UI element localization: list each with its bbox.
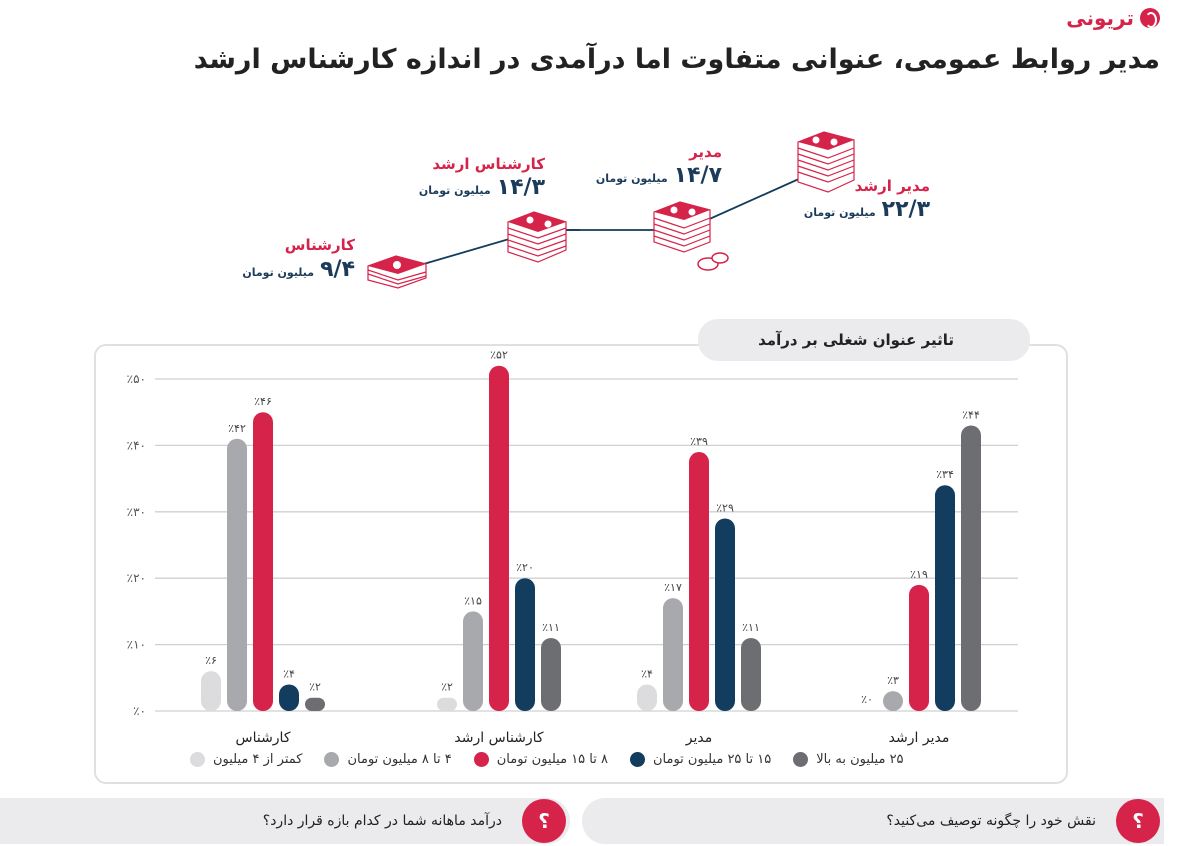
brand-name: تریونی — [1066, 6, 1134, 30]
logo-icon — [1140, 8, 1160, 28]
legend-item: ۲۵ میلیون به بالا — [793, 752, 904, 767]
y-tick-label: ٪۴۰ — [127, 438, 146, 452]
data-label: ٪۴ — [283, 667, 295, 680]
level-amount: ۱۴/۳ — [496, 175, 545, 200]
level-unit: میلیون تومان — [595, 172, 668, 185]
question-mark-icon: ؟ — [522, 799, 566, 843]
category-label: مدیر ارشد — [889, 730, 950, 746]
bar — [909, 584, 929, 711]
question-role-text: نقش خود را چگونه توصیف می‌کنید؟ — [886, 813, 1096, 829]
bar — [305, 697, 325, 711]
data-label: ٪۲۰ — [516, 561, 534, 574]
legend-item: ۸ تا ۱۵ میلیون تومان — [473, 752, 608, 767]
data-label: ٪۲ — [441, 681, 453, 694]
bar — [883, 691, 903, 711]
y-tick-label: ٪۲۰ — [127, 571, 146, 585]
data-label: ٪۰ — [861, 693, 873, 706]
data-label: ٪۱۵ — [464, 594, 482, 607]
data-label: ٪۳ — [887, 674, 899, 687]
data-label: ٪۱۱ — [542, 621, 560, 634]
level-value-3: ۱۴/۷ میلیون تومان — [596, 163, 722, 188]
category-label: مدیر — [685, 730, 712, 746]
bar — [201, 671, 221, 711]
level-amount: ۱۴/۷ — [673, 163, 722, 188]
level-name-1: کارشناس — [284, 236, 355, 254]
bar — [715, 518, 735, 711]
legend-item: کمتر از ۴ میلیون — [190, 752, 302, 767]
money-stack-icon — [653, 201, 729, 271]
legend-label: ۴ تا ۸ میلیون تومان — [347, 752, 452, 767]
y-tick-label: ٪۰ — [133, 704, 146, 718]
y-tick-label: ٪۵۰ — [127, 372, 146, 386]
y-tick-label: ٪۱۰ — [127, 638, 146, 652]
question-income-pill: ؟ درآمد ماهانه شما در کدام بازه قرار دار… — [0, 798, 570, 844]
data-label: ٪۱۱ — [742, 621, 760, 634]
brand-logo: تریونی — [1066, 6, 1160, 30]
data-label: ٪۳۹ — [690, 435, 708, 448]
bar — [463, 611, 483, 711]
bar — [279, 684, 299, 711]
data-label: ٪۳۴ — [936, 468, 954, 481]
bar — [637, 684, 657, 711]
level-name-2: کارشناس ارشد — [432, 155, 545, 173]
level-unit: میلیون تومان — [242, 266, 315, 279]
level-value-1: ۹/۴ میلیون تومان — [242, 257, 355, 282]
legend-swatch — [190, 752, 205, 767]
bar — [935, 485, 955, 711]
legend-label: ۸ تا ۱۵ میلیون تومان — [496, 752, 608, 767]
level-name-4: مدیر ارشد — [854, 177, 930, 195]
question-income-text: درآمد ماهانه شما در کدام بازه قرار دارد؟ — [262, 813, 502, 829]
bar — [663, 598, 683, 711]
level-value-2: ۱۴/۳ میلیون تومان — [419, 175, 545, 200]
data-label: ٪۴۴ — [962, 408, 980, 421]
money-stack-icon — [797, 131, 855, 193]
data-label: ٪۵۲ — [490, 349, 508, 362]
question-role-pill: ؟ نقش خود را چگونه توصیف می‌کنید؟ — [582, 798, 1164, 844]
legend-label: ۲۵ میلیون به بالا — [816, 752, 904, 767]
category-label: کارشناس ارشد — [454, 730, 544, 746]
money-stack-icon — [367, 255, 427, 289]
bar — [253, 412, 273, 711]
legend-swatch — [473, 752, 489, 767]
data-label: ٪۴ — [641, 667, 653, 680]
level-amount: ۹/۴ — [320, 257, 355, 282]
bar — [227, 438, 247, 711]
money-stack-icon — [507, 211, 567, 263]
bar — [489, 365, 509, 711]
bar — [741, 637, 761, 711]
data-label: ٪۲ — [309, 681, 321, 694]
bar — [437, 697, 457, 711]
bar — [689, 452, 709, 711]
data-label: ٪۲۹ — [716, 501, 734, 514]
question-mark-icon: ؟ — [1116, 799, 1160, 843]
legend-label: کمتر از ۴ میلیون — [213, 752, 303, 767]
chart-legend: ۲۵ میلیون به بالا ۱۵ تا ۲۵ میلیون تومان ۸ … — [190, 752, 904, 767]
page-title: مدیر روابط عمومی، عنوانی متفاوت اما درآم… — [193, 44, 1160, 75]
legend-item: ۴ تا ۸ میلیون تومان — [324, 752, 452, 767]
data-label: ٪۱۹ — [910, 568, 928, 581]
level-unit: میلیون تومان — [418, 184, 491, 197]
legend-swatch — [629, 752, 645, 767]
legend-item: ۱۵ تا ۲۵ میلیون تومان — [629, 752, 772, 767]
bar — [961, 425, 981, 711]
bar — [541, 637, 561, 711]
chart-panel-title: تاثیر عنوان شغلی بر درآمد — [698, 319, 1030, 361]
data-label: ٪۱۷ — [664, 581, 682, 594]
level-name-3: مدیر — [689, 143, 722, 161]
y-tick-label: ٪۳۰ — [127, 505, 146, 519]
legend-swatch — [324, 752, 340, 767]
legend-swatch — [793, 752, 809, 767]
data-label: ٪۶ — [205, 654, 217, 667]
category-label: کارشناس — [235, 730, 290, 746]
data-label: ٪۴۶ — [254, 395, 272, 408]
level-value-4: ۲۲/۳ میلیون تومان — [804, 197, 930, 222]
data-label: ٪۴۲ — [228, 422, 246, 435]
bar — [515, 578, 535, 711]
level-amount: ۲۲/۳ — [881, 197, 930, 222]
legend-label: ۱۵ تا ۲۵ میلیون تومان — [652, 752, 772, 767]
level-unit: میلیون تومان — [803, 206, 876, 219]
